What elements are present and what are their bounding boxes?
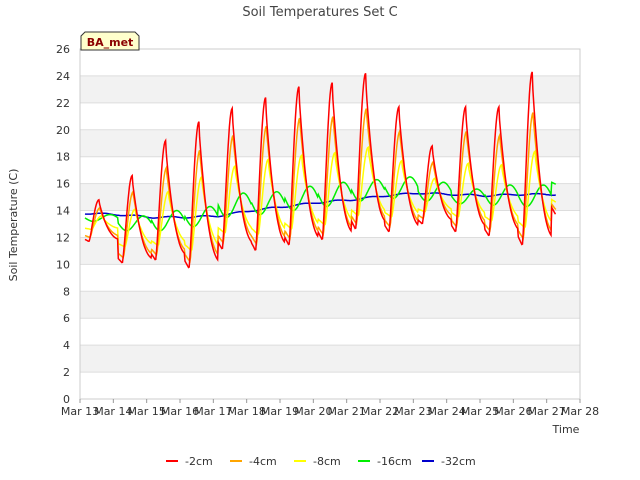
x-tick-label: Mar 13 [61, 405, 99, 418]
y-tick-label: 16 [56, 178, 70, 191]
x-tick-label: Mar 27 [528, 405, 566, 418]
y-tick-label: 14 [56, 205, 70, 218]
grid-band [80, 237, 580, 265]
x-tick-label: Mar 21 [328, 405, 366, 418]
x-axis-label: Time [552, 423, 580, 436]
x-tick-label: Mar 23 [394, 405, 432, 418]
grid-band [80, 345, 580, 373]
series-line-minus-32cm [84, 192, 556, 219]
x-tick-label: Mar 24 [428, 405, 466, 418]
x-tick-label: Mar 18 [228, 405, 266, 418]
x-tick-label: Mar 20 [294, 405, 332, 418]
legend: -2cm -4cm -8cm -16cm -32cm [166, 455, 476, 468]
legend-label: -2cm [185, 455, 213, 468]
y-axis-label: Soil Temperature (C) [7, 169, 20, 282]
x-tick-label: Mar 16 [161, 405, 199, 418]
plot-frame [79, 48, 581, 400]
grid-band [80, 210, 580, 238]
y-tick-label: 2 [63, 366, 70, 379]
y-tick-label: 18 [56, 151, 70, 164]
grid-band [80, 264, 580, 292]
legend-label: -16cm [377, 455, 412, 468]
y-tick-label: 26 [56, 43, 70, 56]
y-tick-label: 0 [63, 393, 70, 406]
legend-label: -32cm [441, 455, 476, 468]
site-label: BA_met [87, 36, 134, 49]
x-tick-label: Mar 22 [361, 405, 399, 418]
y-tick-label: 4 [63, 339, 70, 352]
series-line-minus-16cm [84, 176, 557, 232]
grid-band [80, 318, 580, 346]
legend-label: -4cm [249, 455, 277, 468]
y-tick-label: 22 [56, 97, 70, 110]
grid-band [80, 102, 580, 130]
x-tick-label: Mar 26 [494, 405, 532, 418]
y-tick-label: 6 [63, 312, 70, 325]
legend-label: -8cm [313, 455, 341, 468]
series-line-minus-8cm [84, 145, 557, 252]
y-tick-label: 12 [56, 231, 70, 244]
grid-band [80, 49, 580, 76]
grid-band [80, 372, 580, 399]
x-tick-label: Mar 14 [94, 405, 132, 418]
grid-band [80, 183, 580, 211]
y-tick-label: 24 [56, 70, 70, 83]
site-label-box: BA_met [80, 31, 140, 51]
grid-band [80, 291, 580, 319]
x-tick-label: Mar 19 [261, 405, 299, 418]
x-tick-label: Mar 28 [561, 405, 599, 418]
series-line-minus-2cm [84, 71, 557, 269]
y-tick-label: 10 [56, 258, 70, 271]
plot-background [79, 48, 581, 400]
x-tick-label: Mar 25 [461, 405, 499, 418]
y-tick-label: 8 [63, 285, 70, 298]
x-tick-label: Mar 15 [128, 405, 166, 418]
y-tick-label: 20 [56, 124, 70, 137]
chart-title: Soil Temperatures Set C [242, 5, 397, 20]
x-tick-label: Mar 17 [194, 405, 232, 418]
series-lines [84, 71, 557, 269]
